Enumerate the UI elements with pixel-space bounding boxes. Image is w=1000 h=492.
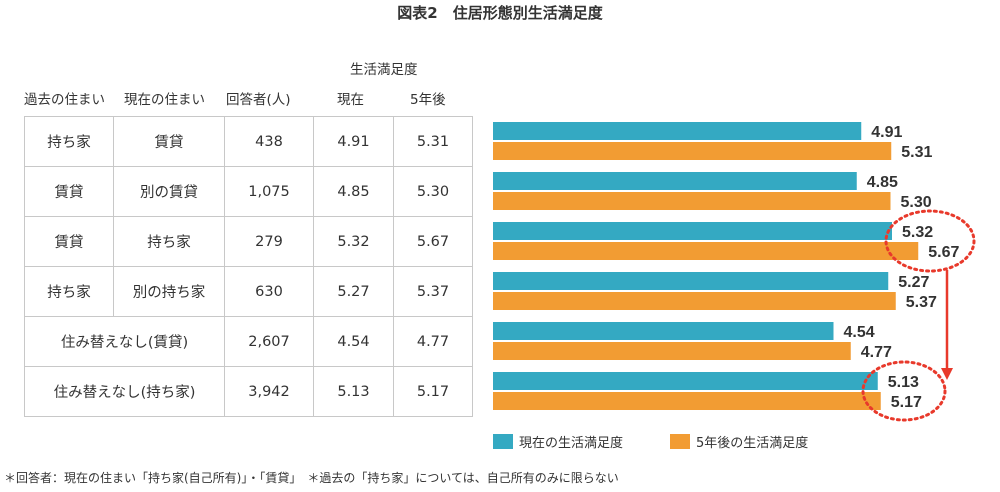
bar	[493, 222, 892, 240]
data-table: 持ち家 賃貸 438 4.91 5.31 賃貸 別の賃貸 1,075 4.85 5.30 賃貸 持ち家…	[24, 116, 473, 417]
cell-now: 5.13	[313, 366, 394, 417]
data-label: 5.30	[901, 194, 932, 211]
data-label: 5.37	[906, 294, 937, 311]
footnote: ＊回答者：現在の住まい「持ち家(自己所有)」・「賃貸」 ＊過去の「持ち家」につい…	[4, 471, 619, 485]
cell-past: 持ち家	[24, 266, 114, 317]
bar	[493, 342, 851, 360]
header-past: 過去の住まい	[24, 92, 105, 108]
bar	[493, 392, 881, 410]
bar	[493, 272, 889, 290]
data-label: 5.17	[891, 394, 922, 411]
bar	[493, 192, 891, 210]
data-label: 4.77	[861, 344, 892, 361]
highlight-circle	[861, 360, 947, 422]
data-label: 4.54	[844, 324, 875, 341]
legend-swatch	[493, 434, 513, 449]
cell-current: 賃貸	[113, 116, 225, 167]
bar	[493, 122, 862, 140]
bar	[493, 172, 857, 190]
data-label: 4.85	[867, 174, 898, 191]
table-row: 持ち家 別の持ち家 630 5.27 5.37	[24, 266, 473, 317]
cell-now: 5.32	[313, 216, 394, 267]
cell-n: 1,075	[224, 166, 314, 217]
bar	[493, 322, 834, 340]
header-now: 現在	[337, 92, 364, 108]
data-label: 5.13	[888, 374, 919, 391]
table-row: 賃貸 別の賃貸 1,075 4.85 5.30	[24, 166, 473, 217]
cell-later: 5.37	[393, 266, 473, 317]
cell-n: 3,942	[224, 366, 314, 417]
cell-current: 別の賃貸	[113, 166, 225, 217]
bar	[493, 292, 896, 310]
data-label: 5.67	[928, 244, 959, 261]
table-row: 住み替えなし(持ち家) 3,942 5.13 5.17	[24, 366, 473, 417]
cell-later: 5.17	[393, 366, 473, 417]
cell-current: 持ち家	[113, 216, 225, 267]
data-label: 5.32	[902, 224, 933, 241]
cell-past: 賃貸	[24, 166, 114, 217]
data-label: 4.91	[871, 124, 902, 141]
header-later: 5年後	[410, 92, 446, 108]
cell-now: 4.54	[313, 316, 394, 367]
legend-label: 5年後の生活満足度	[696, 435, 808, 451]
cell-later: 4.77	[393, 316, 473, 367]
cell-now: 5.27	[313, 266, 394, 317]
bar	[493, 142, 892, 160]
header-current: 現在の住まい	[124, 92, 205, 108]
legend-label: 現在の生活満足度	[519, 435, 623, 451]
cell-later: 5.67	[393, 216, 473, 267]
cell-later: 5.31	[393, 116, 473, 167]
data-label: 5.31	[901, 144, 932, 161]
table-row: 賃貸 持ち家 279 5.32 5.67	[24, 216, 473, 267]
arrow-head	[941, 368, 953, 380]
cell-n: 630	[224, 266, 314, 317]
highlight-circle	[884, 209, 976, 273]
legend-swatch	[670, 434, 690, 449]
bar	[493, 372, 878, 390]
header-respondents: 回答者(人)	[226, 92, 291, 108]
bar	[493, 242, 919, 260]
data-label: 5.27	[898, 274, 929, 291]
cell-later: 5.30	[393, 166, 473, 217]
figure-title: 図表2 住居形態別生活満足度	[397, 4, 603, 22]
cell-merged: 住み替えなし(持ち家)	[24, 366, 225, 417]
group-header: 生活満足度	[350, 62, 418, 78]
